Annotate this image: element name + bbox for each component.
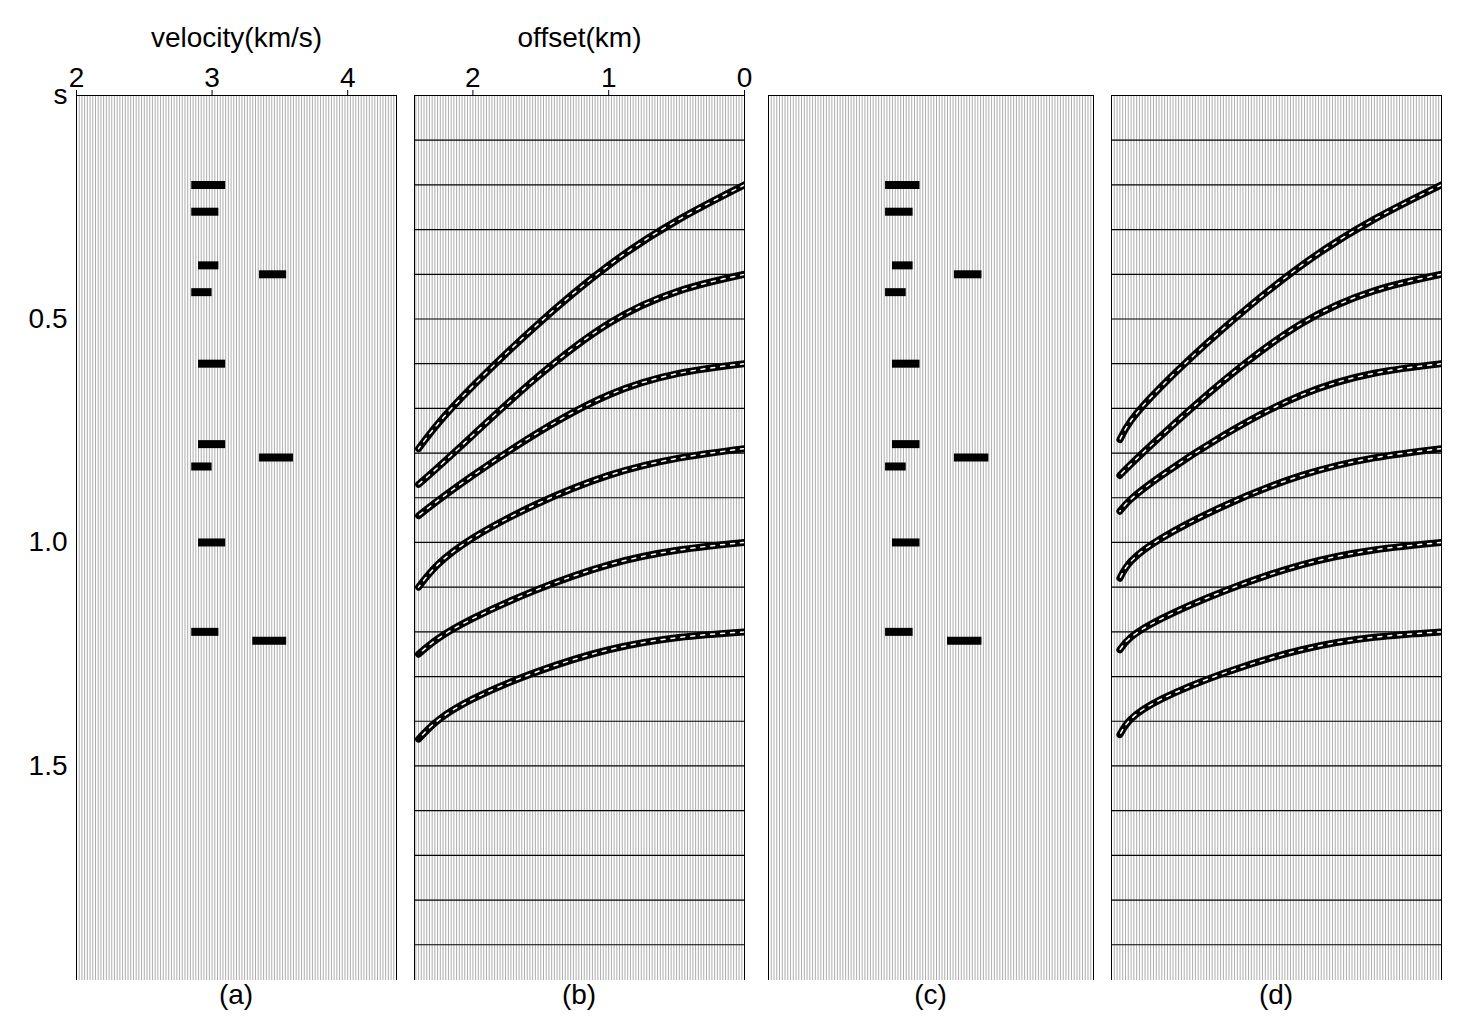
html-text:(a): (a) <box>218 979 254 1010</box>
svg-text:4: 4 <box>340 62 356 93</box>
svg-text:velocity(km/s): velocity(km/s) <box>151 22 322 53</box>
svg-text:1.0: 1.0 <box>29 526 68 557</box>
svg-text:2: 2 <box>465 62 481 93</box>
svg-text:offset(km): offset(km) <box>518 22 642 53</box>
html-text:(d): (d) <box>1258 979 1294 1010</box>
svg-text:2: 2 <box>69 62 85 93</box>
svg-text:0: 0 <box>737 62 753 93</box>
html-text:(c): (c) <box>914 979 947 1010</box>
svg-text:s: s <box>54 79 68 110</box>
html-text:(b): (b) <box>561 979 597 1010</box>
svg-text:3: 3 <box>204 62 220 93</box>
svg-text:1.5: 1.5 <box>29 750 68 781</box>
svg-text:0.5: 0.5 <box>29 303 68 334</box>
svg-text:1: 1 <box>601 62 617 93</box>
